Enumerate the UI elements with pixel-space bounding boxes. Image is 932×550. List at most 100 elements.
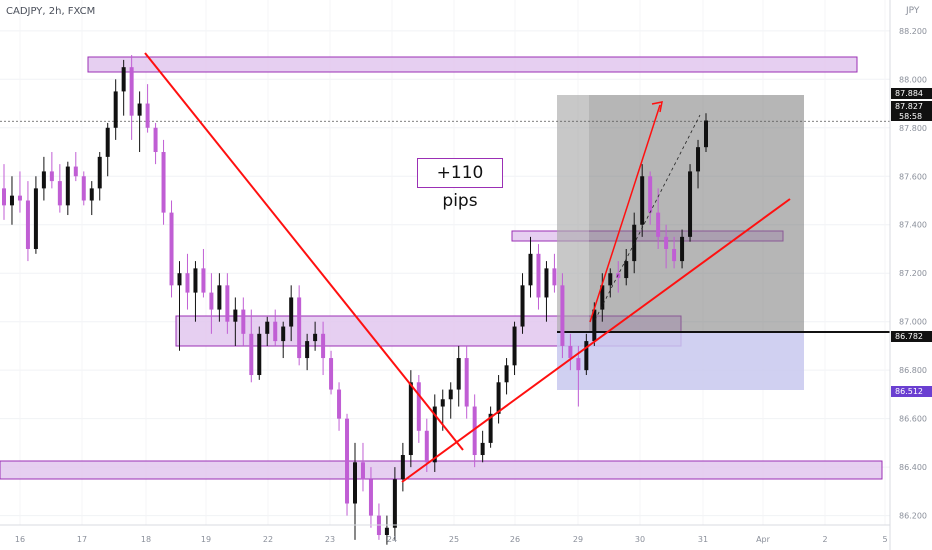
candle-body xyxy=(672,248,677,262)
candle-body xyxy=(680,236,685,262)
time-tick-label: 16 xyxy=(15,535,25,544)
candle-body xyxy=(368,479,373,516)
target-box xyxy=(557,95,804,332)
price-tick-label: 87.400 xyxy=(899,221,927,230)
candle-body xyxy=(560,285,565,346)
candle-body xyxy=(384,527,389,536)
candle-body xyxy=(177,273,182,286)
candle-body xyxy=(512,326,517,366)
candle-body xyxy=(41,171,46,189)
candle-body xyxy=(73,166,78,177)
candle-body xyxy=(81,176,86,201)
price-label-box xyxy=(891,101,932,121)
up-trendline xyxy=(401,198,791,483)
position-boxes xyxy=(557,95,890,390)
price-tick-label: 86.200 xyxy=(899,512,927,521)
price-tick-label: 86.800 xyxy=(899,366,927,375)
candle-body xyxy=(584,341,589,371)
price-tick-label: 87.000 xyxy=(899,318,927,327)
candle-body xyxy=(472,406,477,456)
currency-label: JPY xyxy=(906,6,920,16)
price-label-box xyxy=(891,88,932,99)
candle-body xyxy=(9,195,14,206)
candle-body xyxy=(664,236,669,249)
candle-body xyxy=(600,285,605,310)
candle-body xyxy=(345,418,350,504)
candle-body xyxy=(153,127,158,153)
price-label-text: 87.884 xyxy=(895,89,923,98)
candle-body xyxy=(616,273,621,279)
path-dashed xyxy=(594,114,701,321)
price-tick-label: 86.600 xyxy=(899,415,927,424)
candle-body xyxy=(520,285,525,327)
price-tick-label: 87.600 xyxy=(899,172,927,181)
candle-body xyxy=(257,333,262,376)
price-label-box xyxy=(891,331,932,342)
time-tick-label: 18 xyxy=(141,535,151,544)
time-tick-label: 2 xyxy=(822,535,827,544)
candle-body xyxy=(624,261,629,279)
candle-body xyxy=(97,156,102,189)
price-tick-label: 87.800 xyxy=(899,124,927,133)
candle-body xyxy=(704,120,708,148)
time-tick-label: Apr xyxy=(756,535,771,544)
candle-body xyxy=(488,413,493,443)
price-tick-label: 88.000 xyxy=(899,75,927,84)
symbol-label: CADJPY, 2h, FXCM xyxy=(6,6,96,17)
time-tick-label: 30 xyxy=(635,535,645,544)
time-tick-label: 31 xyxy=(698,535,708,544)
price-label-text: 86.512 xyxy=(895,387,923,396)
price-tick-label: 88.200 xyxy=(899,27,927,36)
candle-body xyxy=(217,285,222,310)
price-tick-label: 86.400 xyxy=(899,463,927,472)
candle-body xyxy=(440,399,445,407)
time-tick-label: 5 xyxy=(882,535,887,544)
candle-body xyxy=(185,273,190,293)
candle-body xyxy=(416,382,421,431)
candle-body xyxy=(193,268,198,293)
price-axis: 88.200 88.000 87.800 87.600 87.400 87.200 87.0… xyxy=(889,0,927,550)
candle-body xyxy=(297,297,302,359)
candle-body xyxy=(2,188,6,206)
time-tick-label: 22 xyxy=(263,535,273,544)
candle-body xyxy=(201,268,206,293)
candle-body xyxy=(536,253,541,298)
candle-body xyxy=(209,292,214,310)
candle-body xyxy=(408,382,413,456)
candle-body xyxy=(337,389,342,419)
candle-body xyxy=(456,358,461,390)
candle-body xyxy=(640,176,645,225)
candle-body xyxy=(105,127,110,157)
candle-body xyxy=(504,365,509,383)
candle-body xyxy=(57,181,62,206)
projection-line xyxy=(589,104,661,323)
candle-body xyxy=(576,358,581,371)
candle-body xyxy=(432,406,437,463)
candle-body xyxy=(113,91,118,128)
zone xyxy=(0,460,883,480)
candle-body xyxy=(648,176,653,213)
candle-body xyxy=(161,152,166,213)
candle-body xyxy=(265,321,270,334)
time-tick-label: 26 xyxy=(510,535,520,544)
candle-body xyxy=(241,309,246,334)
time-tick-label: 17 xyxy=(77,535,87,544)
candle-body xyxy=(233,309,238,322)
candle-body xyxy=(25,200,30,249)
candle-body xyxy=(592,309,597,342)
candle-body xyxy=(353,462,357,504)
candle-body xyxy=(696,147,701,172)
candle-body xyxy=(49,171,54,182)
countdown-text: 58:58 xyxy=(899,112,922,121)
trendlines xyxy=(144,52,791,483)
down-trendline xyxy=(144,52,464,451)
candle-body xyxy=(137,103,142,116)
time-tick-label: 23 xyxy=(325,535,335,544)
candle-body xyxy=(305,341,310,359)
candle-body xyxy=(568,345,573,359)
candle-body xyxy=(33,188,38,249)
candle-body xyxy=(281,326,286,342)
candle-body xyxy=(313,333,318,342)
candle-body xyxy=(608,273,613,286)
